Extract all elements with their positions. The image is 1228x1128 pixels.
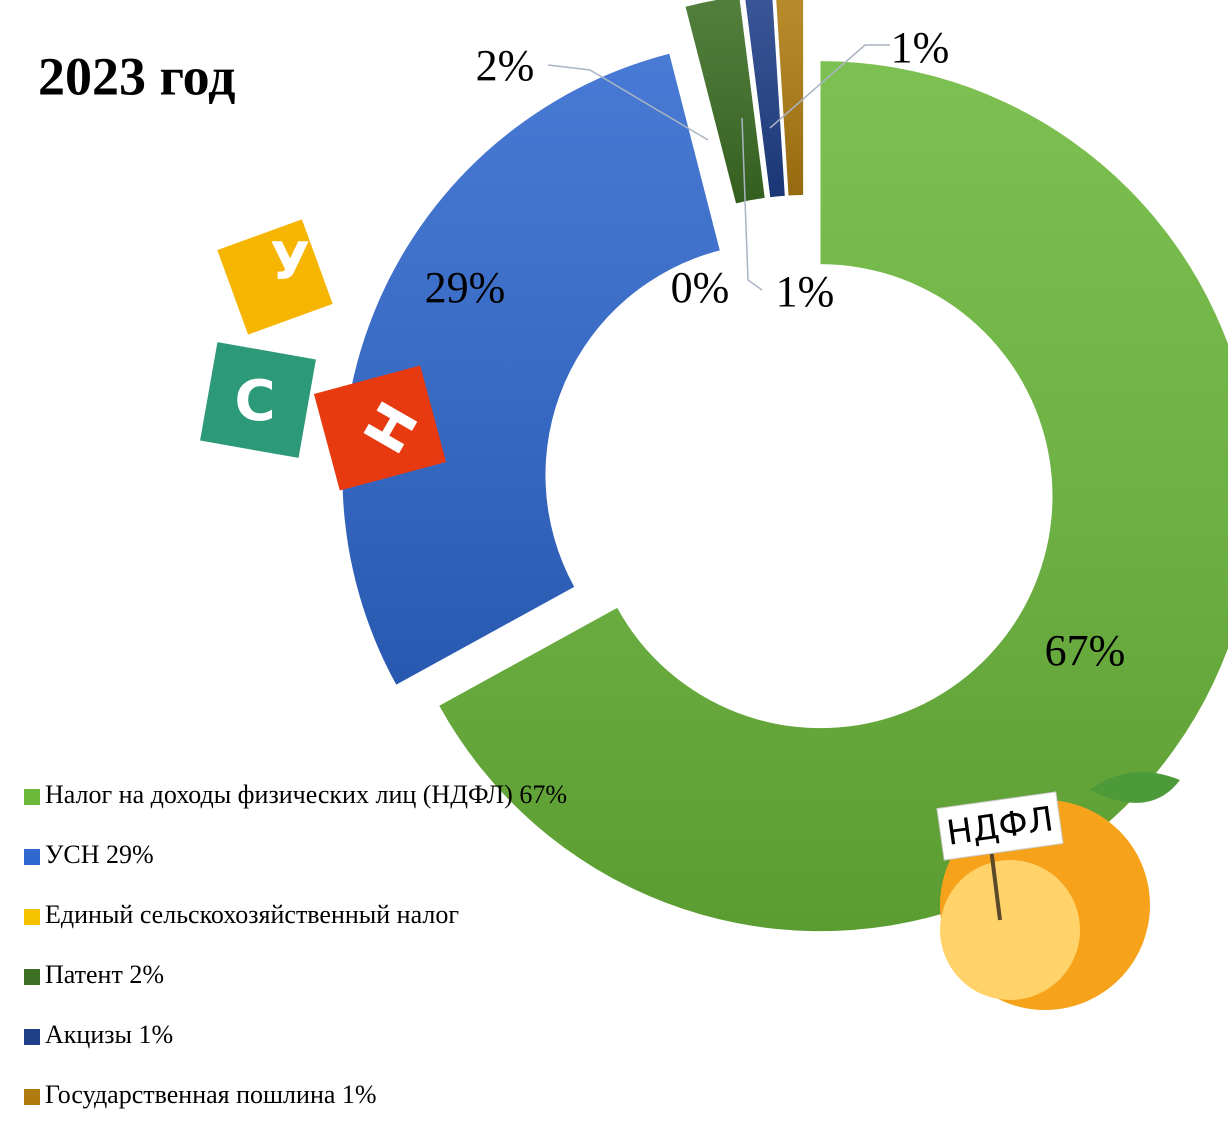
legend-swatch	[24, 969, 40, 985]
data-label: 0%	[671, 263, 730, 312]
legend-label: УСН 29%	[45, 840, 154, 869]
slices	[342, 0, 1228, 932]
leader-line	[547, 64, 709, 141]
data-label: 1%	[891, 23, 950, 72]
orange-image: НДФЛ	[936, 772, 1180, 1010]
slice-shade	[439, 61, 1228, 932]
slice-shade	[685, 0, 765, 204]
legend-swatch	[24, 1089, 40, 1105]
legend-swatch	[24, 909, 40, 925]
legend-swatch	[24, 1029, 40, 1045]
cube	[217, 219, 333, 335]
legend-label: Патент 2%	[45, 960, 164, 989]
legend-label: Единый сельскохозяйственный налог	[45, 900, 459, 929]
orange-slice	[940, 860, 1080, 1000]
data-labels: 67% 29% 0% 2% 1% 1%	[425, 23, 1126, 675]
cube-letter: С	[234, 369, 275, 434]
sign	[936, 791, 1064, 861]
cube-letter: У	[270, 232, 310, 292]
data-label: 29%	[425, 263, 506, 312]
data-label: 2%	[476, 41, 535, 90]
data-label: 67%	[1045, 626, 1126, 675]
legend-swatch	[24, 849, 40, 865]
cube	[200, 342, 316, 458]
legend-label: Налог на доходы физических лиц (НДФЛ) 67…	[45, 780, 567, 809]
cube	[313, 365, 447, 491]
leader-line	[769, 44, 890, 129]
leaf	[1090, 772, 1180, 803]
legend-label: Государственная пошлина 1%	[45, 1080, 377, 1109]
leader-line	[741, 117, 763, 291]
cubes-image: У С Н	[200, 219, 447, 491]
legend-swatch	[24, 789, 40, 805]
slice-shade	[745, 0, 785, 198]
chart-title: 2023 год	[38, 46, 235, 106]
legend: Налог на доходы физических лиц (НДФЛ) 67…	[24, 780, 567, 1109]
data-label: 1%	[776, 267, 835, 316]
legend-label: Акцизы 1%	[45, 1020, 173, 1049]
slice-shade	[342, 53, 720, 685]
slice-shade	[776, 0, 804, 196]
